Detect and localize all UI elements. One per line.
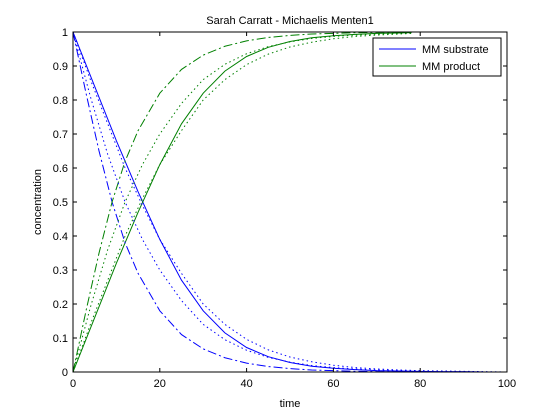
y-tick-label: 1	[62, 27, 68, 39]
y-tick-label: 0.5	[53, 197, 68, 209]
y-tick-label: 0.6	[53, 163, 68, 175]
chart-title: Sarah Carratt - Michaelis Menten1	[206, 15, 374, 27]
ticks-layer: 0 20 40 60 80 100 0 0.1 0.2 0.3 0.4 0.5 0.6 0.7 0.8 0.9…	[53, 27, 516, 390]
y-tick-label: 0.7	[53, 129, 68, 141]
y-tick-label: 0.9	[53, 61, 68, 73]
y-tick-label: 0.3	[53, 265, 68, 277]
y-tick-label: 0	[62, 367, 68, 379]
series-line-5	[72, 31, 507, 373]
x-tick-label: 20	[154, 378, 166, 390]
legend-label: MM product	[422, 61, 480, 73]
x-tick-label: 60	[327, 378, 339, 390]
x-tick-label: 100	[498, 378, 516, 390]
plot-area	[73, 32, 507, 372]
x-tick-label: 80	[414, 378, 426, 390]
x-axis-label: time	[280, 398, 301, 410]
legend-label: MM substrate	[422, 44, 489, 56]
x-tick-label: 40	[240, 378, 252, 390]
y-tick-label: 0.8	[53, 95, 68, 107]
legend-box	[372, 37, 502, 77]
y-tick-label: 0.4	[53, 231, 68, 243]
series-line-2	[72, 32, 412, 373]
y-tick-label: 0.2	[53, 299, 68, 311]
y-axis-label: concentration	[32, 169, 44, 235]
x-tick-label: 0	[70, 378, 76, 390]
y-tick-label: 0.1	[53, 333, 68, 345]
legend: MM substrate MM product	[372, 37, 502, 77]
series-line-4	[72, 31, 412, 373]
